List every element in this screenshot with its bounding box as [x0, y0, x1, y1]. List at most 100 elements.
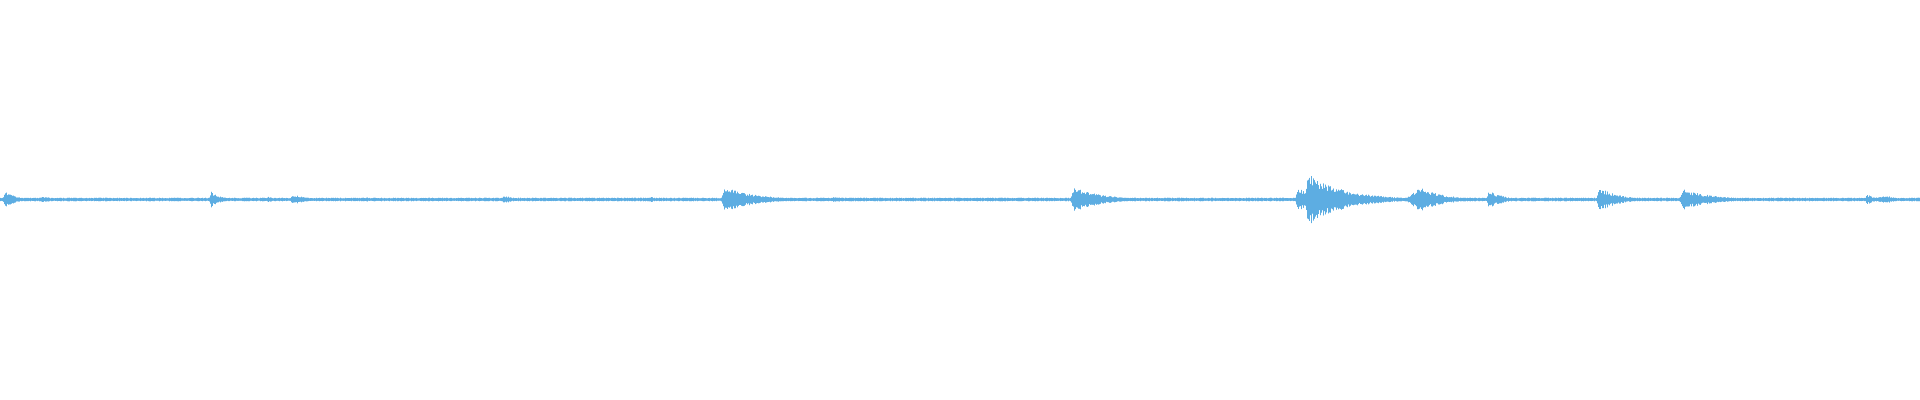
waveform-sample: [1464, 197, 1465, 202]
waveform-sample: [1233, 198, 1234, 201]
waveform-sample: [1826, 197, 1827, 202]
waveform-sample: [756, 195, 757, 204]
waveform-sample: [221, 197, 222, 202]
waveform-sample: [726, 191, 727, 208]
waveform-sample: [1871, 196, 1872, 203]
waveform-sample: [797, 198, 798, 201]
waveform-sample: [96, 197, 97, 202]
waveform-sample: [685, 197, 686, 202]
waveform-sample: [1645, 197, 1646, 202]
waveform-sample: [444, 197, 445, 201]
waveform-sample: [1443, 195, 1444, 204]
waveform-sample: [921, 197, 922, 202]
waveform-sample: [1636, 198, 1637, 201]
waveform-sample: [181, 198, 182, 201]
waveform-sample: [1510, 198, 1511, 201]
waveform-sample: [1329, 186, 1330, 213]
waveform-sample: [253, 197, 254, 202]
waveform-sample: [1709, 195, 1710, 204]
waveform-sample: [1469, 197, 1470, 202]
waveform-sample: [760, 196, 761, 203]
waveform-sample: [1306, 188, 1307, 210]
waveform-sample: [428, 197, 429, 202]
waveform-sample: [75, 197, 76, 202]
waveform-sample: [173, 197, 174, 202]
waveform-sample: [301, 196, 302, 203]
waveform-sample: [673, 198, 674, 201]
waveform-sample: [1801, 198, 1802, 201]
waveform-sample: [279, 197, 280, 202]
waveform-sample: [136, 198, 137, 202]
waveform-sample: [1672, 198, 1673, 201]
waveform-sample: [562, 198, 563, 201]
waveform-sample: [1528, 197, 1529, 202]
waveform-sample: [790, 197, 791, 202]
waveform-sample: [317, 198, 318, 201]
waveform-sample: [362, 197, 363, 202]
waveform-sample: [1853, 198, 1854, 201]
waveform-sample: [1514, 198, 1515, 201]
waveform-sample: [1613, 195, 1614, 204]
waveform-sample: [674, 197, 675, 202]
waveform-sample: [1136, 198, 1137, 201]
waveform-sample: [1272, 198, 1273, 201]
waveform-sample: [1049, 197, 1050, 202]
waveform-sample: [1016, 198, 1017, 201]
waveform-sample: [1833, 197, 1834, 202]
waveform-sample: [193, 198, 194, 201]
waveform-sample: [1064, 198, 1065, 201]
waveform-sample: [419, 198, 420, 201]
waveform-sample: [755, 194, 756, 205]
waveform-sample: [328, 197, 329, 202]
waveform-sample: [228, 198, 229, 202]
waveform-sample: [1288, 198, 1289, 201]
waveform-sample: [908, 197, 909, 202]
waveform-sample: [978, 198, 979, 201]
waveform-sample: [1380, 196, 1381, 203]
waveform-sample: [1767, 198, 1768, 201]
waveform-sample: [348, 198, 349, 201]
waveform-sample: [1391, 197, 1392, 202]
waveform-sample: [1526, 198, 1527, 201]
waveform-sample: [1128, 197, 1129, 201]
waveform-sample: [112, 198, 113, 201]
waveform-sample: [219, 197, 220, 202]
waveform-sample: [1445, 197, 1446, 202]
waveform-sample: [1918, 197, 1919, 202]
waveform-sample: [945, 197, 946, 202]
waveform-sample: [816, 197, 817, 202]
waveform-sample: [823, 197, 824, 202]
waveform-sample: [653, 198, 654, 201]
waveform-sample: [1146, 197, 1147, 202]
waveform-sample: [1386, 197, 1387, 202]
waveform-sample: [1695, 193, 1696, 206]
waveform-sample: [729, 191, 730, 208]
waveform-sample: [1783, 198, 1784, 201]
waveform-sample: [302, 197, 303, 202]
waveform-sample: [455, 198, 456, 201]
waveform-sample: [457, 198, 458, 201]
waveform-sample: [698, 198, 699, 201]
waveform-sample: [911, 198, 912, 202]
waveform-sample: [1188, 198, 1189, 202]
waveform-sample: [1030, 198, 1031, 201]
waveform-sample: [595, 198, 596, 201]
waveform-sample: [770, 196, 771, 203]
waveform-sample: [1540, 198, 1541, 201]
waveform-sample: [1154, 198, 1155, 201]
waveform-sample: [1596, 198, 1597, 202]
waveform-sample: [840, 198, 841, 201]
waveform-sample: [825, 198, 826, 201]
waveform-sample: [268, 196, 269, 202]
waveform-sample: [1611, 195, 1612, 204]
waveform-sample: [839, 197, 840, 202]
waveform-sample: [191, 197, 192, 202]
waveform-sample: [1252, 197, 1253, 202]
waveform-sample: [1640, 198, 1641, 201]
waveform-sample: [1627, 197, 1628, 202]
waveform-sample: [436, 198, 437, 201]
waveform-sample: [1521, 197, 1522, 202]
waveform-sample: [1603, 191, 1604, 209]
waveform-sample: [357, 197, 358, 202]
waveform-sample: [1333, 188, 1334, 211]
